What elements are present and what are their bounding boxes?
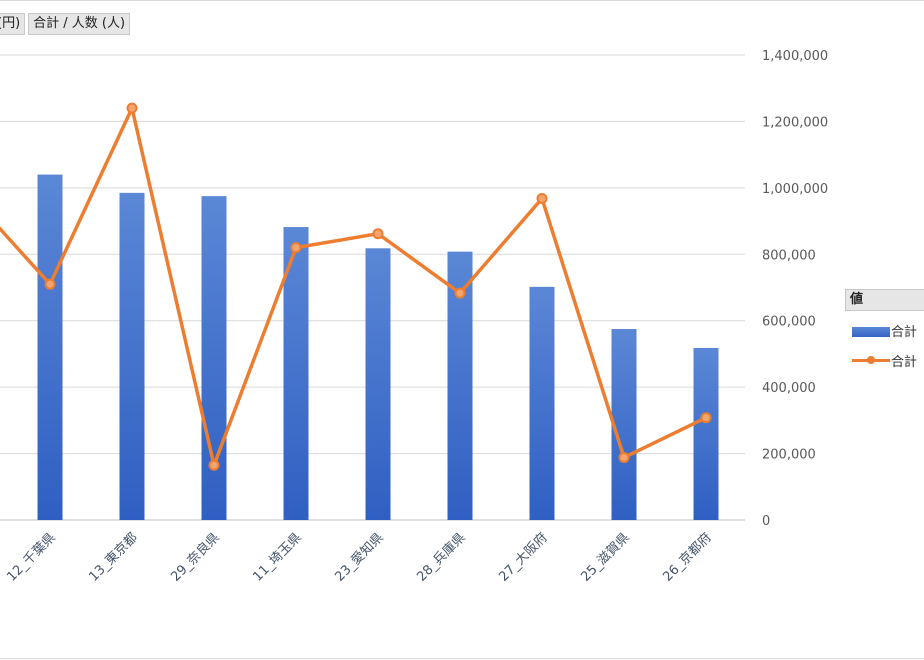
- y-tick-label: 1,200,000: [762, 115, 828, 130]
- x-tick-label: 23_愛知県: [332, 530, 387, 585]
- bar-13_東京都: [119, 192, 145, 520]
- y-tick-label: 0: [762, 514, 770, 529]
- x-tick-label: 29_奈良県: [168, 530, 223, 585]
- x-tick-label: 11_埼玉県: [250, 530, 304, 584]
- bar-26_京都府: [693, 347, 719, 520]
- bar-23_愛知県: [365, 248, 391, 521]
- bar-11_埼玉県: [283, 227, 309, 521]
- bar-swatch-icon: [852, 327, 890, 337]
- legend-item-line: 合計: [845, 349, 924, 371]
- bottom-border: [0, 658, 924, 659]
- bar-27_大阪府: [529, 286, 555, 520]
- y-tick-label: 400,000: [762, 381, 816, 396]
- line-point-29_奈良県: [208, 459, 220, 471]
- line-point-27_大阪府: [536, 192, 548, 204]
- legend-label-bar: 合計: [891, 325, 918, 340]
- legend: 値 合計 合計: [845, 289, 924, 371]
- legend-title[interactable]: 値: [845, 289, 924, 311]
- x-tick-label: 26_京都府: [660, 530, 714, 584]
- x-tick-label: 13_東京都: [86, 530, 141, 585]
- bar-12_千葉県: [37, 174, 63, 521]
- y-tick-label: 800,000: [762, 248, 816, 263]
- line-point-28_兵庫県: [454, 287, 466, 299]
- y-tick-label: 1,000,000: [762, 182, 828, 197]
- right-axis-labels: 0 200,000 400,000 600,000 800,000 1,000,000 1,…: [762, 49, 828, 529]
- line-series: [0, 102, 712, 471]
- pivot-field-buttons: (円) 合計 / 人数 (人): [0, 13, 131, 35]
- top-border: [0, 0, 924, 1]
- line-point-13_東京都: [126, 102, 138, 114]
- line-point-12_千葉県: [44, 278, 56, 290]
- legend-item-bar: 合計: [845, 319, 924, 341]
- line-point-23_愛知県: [372, 228, 384, 240]
- y-tick-label: 200,000: [762, 448, 816, 463]
- x-tick-label: 28_兵庫県: [414, 530, 468, 584]
- field-button-yen[interactable]: (円): [0, 13, 26, 35]
- line-path: [0, 106, 707, 467]
- line-point-25_滋賀県: [618, 452, 630, 464]
- field-button-people-total[interactable]: 合計 / 人数 (人): [28, 13, 131, 35]
- line-point-11_埼玉県: [290, 242, 302, 254]
- category-axis-labels: 12_千葉県 13_東京都 29_奈良県 11_埼玉県 23_愛知県 28_兵庫県 27_大…: [4, 530, 714, 585]
- bar-series: [37, 174, 719, 521]
- bar-25_滋賀県: [611, 329, 637, 520]
- y-tick-label: 600,000: [762, 315, 816, 330]
- bar-29_奈良県: [201, 196, 227, 521]
- y-tick-label: 1,400,000: [762, 49, 828, 64]
- x-tick-label: 25_滋賀県: [578, 530, 632, 584]
- line-point-26_京都府: [700, 412, 712, 424]
- x-tick-label: 27_大阪府: [496, 530, 550, 584]
- legend-label-line: 合計: [891, 355, 918, 370]
- line-marker-icon: [867, 356, 875, 364]
- x-tick-label: 12_千葉県: [4, 530, 58, 584]
